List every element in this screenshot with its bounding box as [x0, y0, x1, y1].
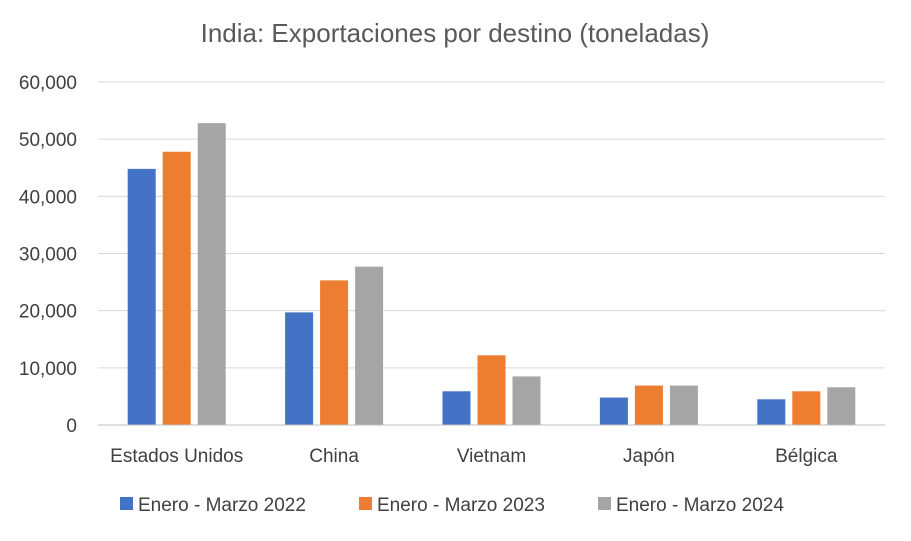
- x-axis-categories: Estados Unidos China Vietnam Japón Bélgica: [110, 446, 838, 467]
- y-axis-ticks: 0 10,000 20,000 30,000 40,000 50,000 60,000: [19, 73, 77, 437]
- legend-swatch: [120, 497, 133, 510]
- legend-label: Enero - Marzo 2022: [138, 495, 306, 516]
- x-category-label: Bélgica: [775, 446, 838, 467]
- legend-label: Enero - Marzo 2023: [377, 495, 545, 516]
- bar: [757, 399, 786, 425]
- legend: Enero - Marzo 2022 Enero - Marzo 2023 Ener…: [120, 495, 784, 516]
- bar: [669, 385, 698, 425]
- legend-label: Enero - Marzo 2024: [616, 495, 784, 516]
- bar: [197, 123, 226, 425]
- y-tick-label: 40,000: [19, 187, 77, 208]
- y-tick-label: 10,000: [19, 359, 77, 380]
- y-tick-label: 20,000: [19, 302, 77, 323]
- y-tick-label: 0: [66, 416, 77, 437]
- y-tick-label: 50,000: [19, 130, 77, 151]
- bar: [355, 266, 384, 425]
- bar: [320, 280, 349, 425]
- legend-swatch: [359, 497, 372, 510]
- x-category-label: Vietnam: [457, 446, 526, 467]
- gridlines: [98, 81, 885, 369]
- chart-title: India: Exportaciones por destino (tonela…: [201, 18, 710, 48]
- bar: [792, 391, 821, 425]
- bar: [634, 385, 663, 425]
- x-category-label: Japón: [623, 446, 675, 467]
- bar: [599, 397, 628, 425]
- y-tick-label: 60,000: [19, 73, 77, 94]
- bar: [162, 151, 191, 425]
- legend-swatch: [598, 497, 611, 510]
- bar: [442, 391, 471, 425]
- y-tick-label: 30,000: [19, 245, 77, 266]
- x-category-label: China: [309, 446, 359, 467]
- bar: [827, 387, 856, 425]
- bar: [127, 168, 156, 426]
- bar: [285, 312, 314, 425]
- bar: [477, 355, 506, 425]
- bar: [512, 376, 541, 425]
- x-category-label: Estados Unidos: [110, 446, 243, 467]
- bars: [127, 123, 856, 426]
